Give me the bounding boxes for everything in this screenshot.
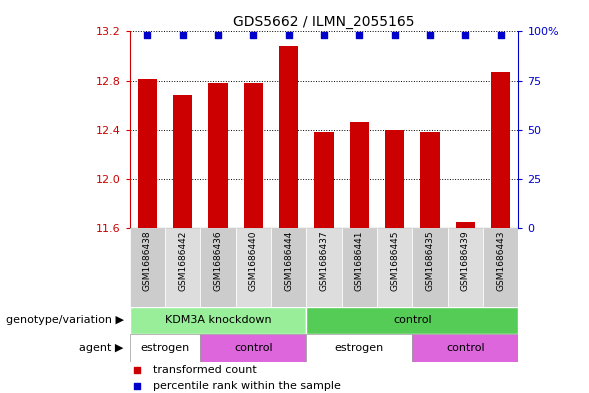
- Text: estrogen: estrogen: [335, 343, 384, 353]
- Text: KDM3A knockdown: KDM3A knockdown: [164, 315, 272, 325]
- Text: transformed count: transformed count: [153, 365, 257, 375]
- Bar: [412, 228, 448, 307]
- Text: GSM1686442: GSM1686442: [178, 230, 187, 291]
- Bar: [137, 79, 157, 228]
- Bar: [306, 228, 342, 307]
- Point: [249, 32, 258, 39]
- Bar: [342, 228, 377, 307]
- Bar: [421, 132, 439, 228]
- Text: GSM1686444: GSM1686444: [284, 230, 293, 291]
- Bar: [130, 228, 165, 307]
- Point: [461, 32, 470, 39]
- Bar: [412, 334, 518, 362]
- Point: [319, 32, 329, 39]
- Bar: [173, 95, 192, 228]
- Text: GSM1686441: GSM1686441: [355, 230, 364, 291]
- Bar: [456, 222, 475, 228]
- Bar: [315, 132, 333, 228]
- Text: control: control: [446, 343, 485, 353]
- Bar: [209, 83, 227, 228]
- Text: GSM1686439: GSM1686439: [461, 230, 470, 291]
- Text: genotype/variation ▶: genotype/variation ▶: [6, 315, 124, 325]
- Bar: [236, 228, 271, 307]
- Text: GSM1686443: GSM1686443: [496, 230, 505, 291]
- Title: GDS5662 / ILMN_2055165: GDS5662 / ILMN_2055165: [233, 15, 415, 29]
- Point: [133, 383, 142, 389]
- Point: [390, 32, 399, 39]
- Point: [213, 32, 223, 39]
- Bar: [200, 334, 306, 362]
- Point: [284, 32, 293, 39]
- Bar: [385, 130, 405, 228]
- Point: [133, 367, 142, 373]
- Bar: [130, 334, 200, 362]
- Bar: [377, 228, 412, 307]
- Text: GSM1686445: GSM1686445: [390, 230, 399, 291]
- Point: [355, 32, 364, 39]
- Text: control: control: [393, 315, 432, 325]
- Text: GSM1686436: GSM1686436: [213, 230, 223, 291]
- Text: estrogen: estrogen: [140, 343, 190, 353]
- Text: GSM1686435: GSM1686435: [425, 230, 435, 291]
- Point: [143, 32, 152, 39]
- Point: [178, 32, 187, 39]
- Bar: [279, 46, 299, 228]
- Bar: [165, 228, 200, 307]
- Bar: [306, 334, 412, 362]
- Bar: [491, 72, 510, 228]
- Bar: [271, 228, 306, 307]
- Point: [425, 32, 435, 39]
- Bar: [200, 228, 236, 307]
- Bar: [244, 83, 263, 228]
- Text: GSM1686438: GSM1686438: [143, 230, 152, 291]
- Text: GSM1686440: GSM1686440: [249, 230, 258, 291]
- Text: agent ▶: agent ▶: [80, 343, 124, 353]
- Bar: [130, 307, 306, 334]
- Text: percentile rank within the sample: percentile rank within the sample: [153, 381, 341, 391]
- Bar: [350, 122, 369, 228]
- Point: [496, 32, 505, 39]
- Bar: [483, 228, 518, 307]
- Text: control: control: [234, 343, 273, 353]
- Text: GSM1686437: GSM1686437: [319, 230, 329, 291]
- Bar: [448, 228, 483, 307]
- Bar: [306, 307, 518, 334]
